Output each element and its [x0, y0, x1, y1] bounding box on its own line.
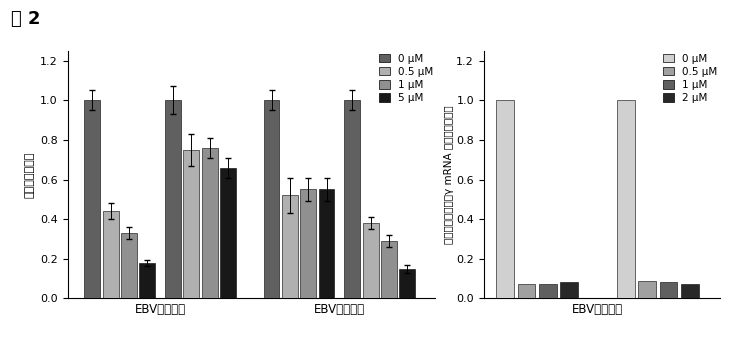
Bar	[184, 150, 200, 298]
Bar	[319, 190, 334, 298]
Bar	[202, 148, 217, 298]
Bar	[617, 100, 634, 298]
Bar	[264, 100, 280, 298]
Bar	[638, 280, 656, 298]
Legend: 0 μM, 0.5 μM, 1 μM, 5 μM: 0 μM, 0.5 μM, 1 μM, 5 μM	[380, 54, 433, 103]
Bar	[140, 263, 155, 298]
Bar	[165, 100, 181, 298]
Bar	[300, 190, 316, 298]
Y-axis label: 細胞数（比率）: 細胞数（比率）	[25, 152, 34, 198]
Bar	[220, 168, 236, 298]
Bar	[496, 100, 514, 298]
Bar	[518, 284, 536, 298]
Bar	[399, 268, 416, 298]
Bar	[381, 241, 397, 298]
Bar	[681, 284, 699, 298]
Bar	[659, 282, 677, 298]
Bar	[103, 211, 118, 298]
Legend: 0 μM, 0.5 μM, 1 μM, 2 μM: 0 μM, 0.5 μM, 1 μM, 2 μM	[663, 54, 717, 103]
Bar	[282, 195, 298, 298]
Bar	[344, 100, 360, 298]
Bar	[560, 282, 578, 298]
Bar	[363, 223, 379, 298]
Y-axis label: インターフェロンγ mRNA 発現量（比率）: インターフェロンγ mRNA 発現量（比率）	[443, 105, 454, 244]
Bar	[84, 100, 100, 298]
Text: 図 2: 図 2	[11, 10, 40, 28]
Bar	[538, 284, 556, 298]
Bar	[121, 233, 136, 298]
